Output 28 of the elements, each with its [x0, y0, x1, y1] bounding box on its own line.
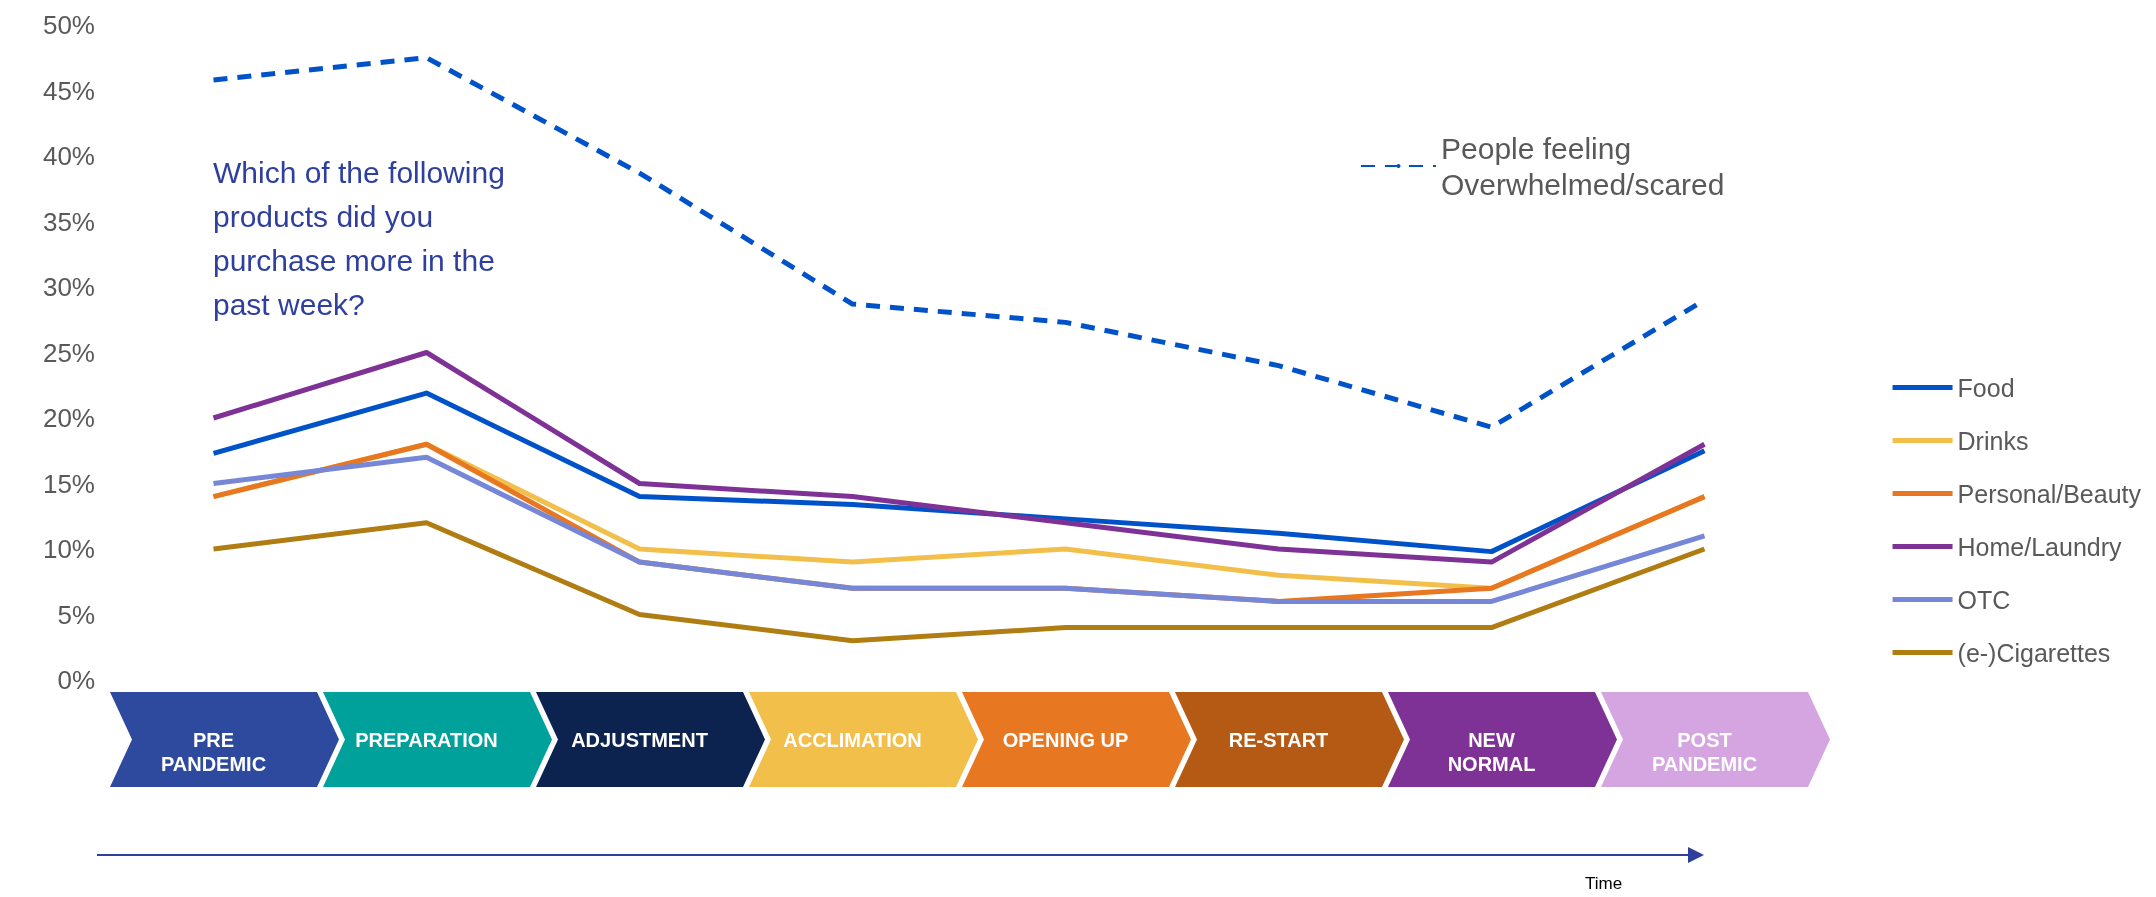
x-tick-label: ACCLIMATION [783, 729, 922, 751]
legend-label: Home/Laundry [1957, 532, 2123, 561]
y-tick-label: 50% [42, 10, 95, 40]
y-tick-label: 0% [57, 665, 95, 695]
y-tick-label: 5% [57, 599, 95, 630]
x-tick-label: RE-START [1228, 729, 1329, 751]
text: Time [1585, 874, 1623, 893]
y-tick-label: 25% [42, 337, 95, 368]
x-tick-label: ADJUSTMENT [571, 729, 708, 751]
y-tick-label: 10% [42, 534, 95, 564]
annotation: Which of the following products did you purchase more in the past week? [213, 155, 505, 321]
legend-label: (e-)Cigarettes [1957, 638, 2111, 667]
y-tick-label: 40% [42, 141, 95, 171]
x-tick-label: OPENING UP [1002, 729, 1129, 751]
y-tick-label: 20% [42, 403, 95, 433]
legend-label: Drinks [1957, 426, 2029, 455]
legend-label: OTC [1957, 585, 2011, 614]
x-tick-label: POST PANDEMIC [1651, 729, 1758, 775]
legend-label: People feeling Overwhelmed/scared [1441, 131, 1725, 201]
y-tick-label: 45% [42, 75, 95, 106]
x-tick-label: PREPARATION [355, 729, 498, 751]
legend-label: Food [1957, 373, 2015, 402]
x-tick-label: PRE PANDEMIC [160, 729, 267, 775]
x-tick-label: NEW NORMAL [1447, 729, 1536, 775]
y-tick-label: 15% [42, 468, 95, 499]
y-tick-label: 35% [42, 206, 95, 237]
legend-label: Personal/Beauty [1957, 479, 2142, 508]
y-tick-label: 30% [42, 272, 95, 302]
